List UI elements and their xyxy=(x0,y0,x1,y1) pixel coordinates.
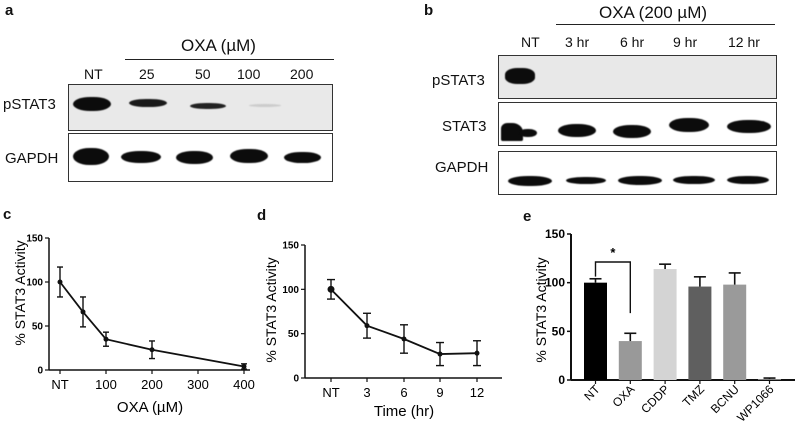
svg-text:400: 400 xyxy=(233,377,255,392)
svg-text:NT: NT xyxy=(51,377,68,392)
svg-text:NT: NT xyxy=(581,382,603,404)
svg-text:TMZ: TMZ xyxy=(680,382,707,409)
panel-b-header-line xyxy=(556,24,775,25)
row-label-stat3: STAT3 xyxy=(442,118,487,135)
panel-e-letter: e xyxy=(523,208,532,225)
svg-text:150: 150 xyxy=(26,234,43,245)
svg-text:100: 100 xyxy=(26,278,43,289)
lane-label: NT xyxy=(521,34,540,50)
svg-text:NT: NT xyxy=(322,385,339,400)
svg-text:3: 3 xyxy=(363,385,370,400)
row-label-gapdh: GAPDH xyxy=(435,159,489,176)
svg-text:12: 12 xyxy=(470,385,484,400)
y-axis-label: % STAT3 Activity xyxy=(533,257,549,362)
svg-text:150: 150 xyxy=(282,241,299,252)
row-label-pstat3: pSTAT3 xyxy=(3,96,56,113)
svg-text:100: 100 xyxy=(95,377,117,392)
svg-text:WP1066: WP1066 xyxy=(734,382,777,425)
panel-a-treatment-header: OXA (µM) xyxy=(181,36,256,55)
svg-text:100: 100 xyxy=(545,276,565,290)
row-label-gapdh: GAPDH xyxy=(5,150,59,167)
x-axis-label: OXA (µM) xyxy=(117,399,183,416)
panel-c-letter: c xyxy=(3,206,12,223)
panel-a-letter: a xyxy=(5,2,14,19)
chart-c: % STAT3 Activity 0 50 100 150 NT 100 200 300 400… xyxy=(12,234,255,417)
svg-text:OXA: OXA xyxy=(610,382,638,410)
lane-label: 200 xyxy=(290,66,314,82)
panel-a-header-line xyxy=(125,59,334,60)
svg-text:9: 9 xyxy=(436,385,443,400)
svg-text:200: 200 xyxy=(141,377,163,392)
svg-text:6: 6 xyxy=(400,385,407,400)
lane-label: 9 hr xyxy=(673,34,698,50)
lane-label: 25 xyxy=(139,66,155,82)
svg-text:*: * xyxy=(610,245,616,260)
blot-b-gapdh xyxy=(498,151,777,195)
panel-b-letter: b xyxy=(424,2,434,19)
lane-label: 100 xyxy=(237,66,261,82)
svg-text:100: 100 xyxy=(282,285,299,296)
lane-label: 50 xyxy=(195,66,211,82)
svg-text:0: 0 xyxy=(558,373,565,387)
blot-a-gapdh xyxy=(68,133,333,182)
blot-b-stat3 xyxy=(498,102,777,146)
lane-label: 3 hr xyxy=(565,34,590,50)
lane-label: 12 hr xyxy=(728,34,760,50)
blot-a-pstat3 xyxy=(68,84,333,131)
panel-b-treatment-header: OXA (200 µM) xyxy=(599,3,708,22)
y-axis-label: % STAT3 Activity xyxy=(12,240,28,345)
x-axis-label: Time (hr) xyxy=(374,403,434,420)
svg-text:50: 50 xyxy=(32,322,44,333)
svg-text:50: 50 xyxy=(552,324,566,338)
y-axis-label: % STAT3 Activity xyxy=(263,257,279,362)
svg-text:150: 150 xyxy=(545,227,565,241)
svg-text:CDDP: CDDP xyxy=(638,382,672,416)
panel-d-letter: d xyxy=(257,207,267,224)
svg-text:% STAT3 Activity: % STAT3 Activity xyxy=(12,240,28,345)
blot-b-pstat3 xyxy=(498,55,777,99)
lane-label: NT xyxy=(84,66,103,82)
lane-label: 6 hr xyxy=(620,34,645,50)
chart-d: % STAT3 Activity 0 50 100 150 NT 3 6 9 12 Time (… xyxy=(263,241,502,420)
svg-text:0: 0 xyxy=(37,366,43,377)
row-label-pstat3: pSTAT3 xyxy=(432,72,485,89)
svg-text:0: 0 xyxy=(293,374,299,385)
svg-text:300: 300 xyxy=(187,377,209,392)
svg-text:50: 50 xyxy=(288,329,300,340)
